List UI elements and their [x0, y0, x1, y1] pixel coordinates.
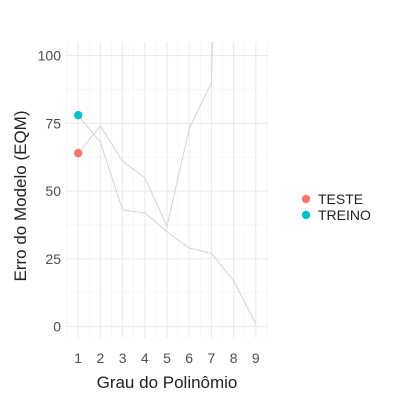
y-tick-label: 0 — [53, 319, 61, 335]
legend-label-treino: TREINO — [318, 207, 371, 223]
y-tick-label: 25 — [45, 251, 61, 267]
y-axis-ticks: 0 25 50 75 100 — [38, 48, 62, 335]
y-axis-title: Erro do Modelo (EQM) — [11, 111, 30, 282]
series-line-teste — [77, 42, 214, 228]
legend-key-teste — [301, 194, 311, 204]
series-line-treino — [77, 114, 257, 325]
series-lines — [77, 42, 257, 325]
x-tick-label: 3 — [119, 350, 127, 366]
x-tick-label: 5 — [163, 350, 171, 366]
x-tick-label: 2 — [97, 350, 105, 366]
y-tick-label: 100 — [38, 48, 62, 64]
series-points — [74, 110, 83, 158]
point-treino — [74, 110, 83, 120]
grid — [66, 42, 268, 338]
legend-label-teste: TESTE — [318, 191, 363, 207]
x-tick-label: 8 — [230, 350, 238, 366]
x-axis-title: Grau do Polinômio — [97, 373, 238, 392]
y-tick-label: 50 — [45, 183, 61, 199]
point-teste — [74, 148, 83, 158]
y-tick-label: 75 — [45, 115, 61, 131]
x-tick-label: 9 — [252, 350, 260, 366]
legend-key-treino — [301, 210, 311, 220]
x-tick-label: 4 — [141, 350, 149, 366]
x-tick-label: 1 — [74, 350, 82, 366]
x-tick-label: 7 — [207, 350, 215, 366]
x-tick-label: 6 — [185, 350, 193, 366]
